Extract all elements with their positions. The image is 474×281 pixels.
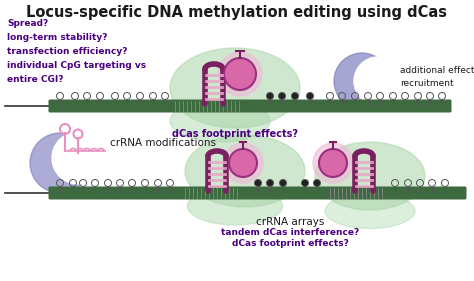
Text: Spread?: Spread? (7, 19, 48, 28)
Circle shape (266, 180, 273, 187)
Ellipse shape (185, 135, 305, 207)
Ellipse shape (188, 187, 283, 225)
Text: entire CGI?: entire CGI? (7, 75, 64, 84)
Circle shape (313, 180, 320, 187)
FancyBboxPatch shape (48, 187, 466, 200)
Circle shape (229, 149, 257, 177)
FancyBboxPatch shape (48, 99, 452, 112)
Circle shape (292, 92, 299, 99)
Circle shape (280, 180, 286, 187)
Circle shape (334, 53, 390, 109)
Circle shape (279, 92, 285, 99)
Text: recruitment: recruitment (400, 79, 454, 88)
Circle shape (218, 52, 262, 96)
Ellipse shape (315, 142, 425, 210)
Text: transfection efficiency?: transfection efficiency? (7, 47, 128, 56)
Ellipse shape (170, 100, 270, 142)
Text: tandem dCas interference?: tandem dCas interference? (221, 228, 359, 237)
Text: dCas footprint effects?: dCas footprint effects? (172, 129, 298, 139)
Ellipse shape (170, 48, 300, 128)
Circle shape (319, 149, 347, 177)
Circle shape (224, 58, 256, 90)
Text: Locus-specific DNA methylation editing using dCas: Locus-specific DNA methylation editing u… (27, 5, 447, 20)
Ellipse shape (325, 194, 415, 228)
Circle shape (30, 133, 90, 193)
Circle shape (313, 143, 353, 183)
Circle shape (255, 180, 262, 187)
Text: long-term stability?: long-term stability? (7, 33, 108, 42)
Text: additional effector: additional effector (400, 66, 474, 75)
Text: dCas footprint effects?: dCas footprint effects? (232, 239, 348, 248)
Text: crRNA modifications: crRNA modifications (110, 138, 216, 148)
Text: crRNA arrays: crRNA arrays (256, 217, 324, 227)
Circle shape (266, 92, 273, 99)
Text: individual CpG targeting vs: individual CpG targeting vs (7, 61, 146, 70)
Circle shape (52, 132, 104, 184)
Circle shape (307, 92, 313, 99)
Circle shape (223, 143, 263, 183)
Circle shape (301, 180, 309, 187)
Circle shape (354, 57, 402, 105)
